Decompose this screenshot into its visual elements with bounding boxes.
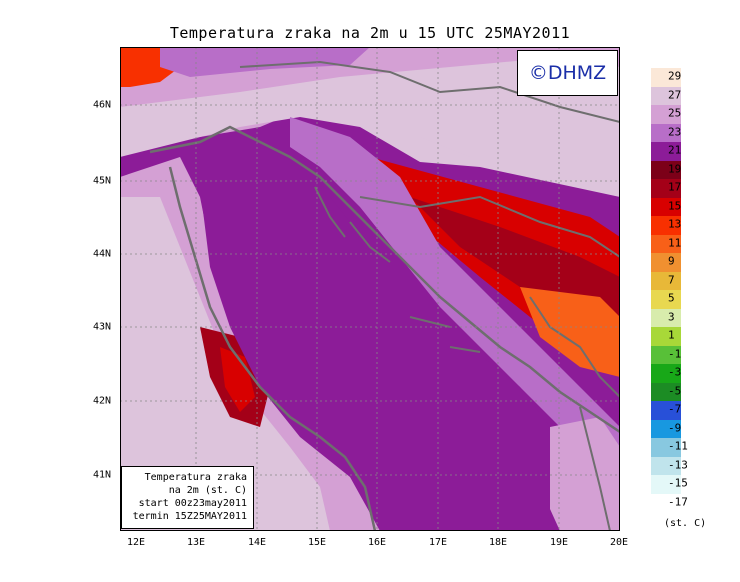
legend-label: 17	[668, 180, 682, 194]
color-legend	[651, 68, 681, 494]
legend-label: 29	[668, 69, 682, 83]
legend-label: -9	[668, 421, 682, 434]
legend-label: 9	[668, 254, 675, 268]
legend-swatch	[651, 216, 681, 235]
info-line-4: termin 15Z25MAY2011	[132, 511, 247, 522]
x-tick-18e: 18E	[488, 537, 508, 548]
legend-swatch	[651, 179, 681, 198]
map-title: Temperatura zraka na 2m u 15 UTC 25MAY20…	[169, 24, 571, 42]
legend-swatch	[651, 142, 681, 161]
legend-swatch	[651, 308, 681, 327]
x-tick-13e: 13E	[186, 537, 206, 548]
x-tick-16e: 16E	[367, 537, 387, 548]
legend-swatch	[651, 123, 681, 142]
x-tick-12e: 12E	[126, 537, 146, 548]
x-tick-19e: 19E	[549, 537, 569, 548]
legend-swatch	[651, 475, 681, 494]
legend-label: 21	[668, 143, 682, 157]
legend-swatch	[651, 419, 681, 438]
pannonian-plain	[380, 67, 620, 187]
x-tick-20e: 20E	[609, 537, 629, 548]
dhmz-credit-box: ©DHMZ	[517, 50, 618, 96]
legend-swatch	[651, 345, 681, 364]
map-gridlines	[120, 47, 620, 531]
legend-label: -15	[668, 476, 688, 490]
legend-label: -11	[668, 439, 688, 453]
national-border	[239, 60, 620, 123]
south-hotspot	[520, 287, 620, 377]
north-warm-band	[160, 47, 370, 77]
legend-label: 7	[668, 273, 675, 286]
legend-swatch	[651, 290, 681, 309]
x-tick-14e: 14E	[247, 537, 267, 548]
legend-label: 19	[668, 162, 682, 175]
info-line-1: Temperatura zraka	[144, 472, 247, 483]
legend-swatch	[651, 364, 681, 383]
legend-swatch	[651, 86, 681, 105]
y-tick-42n: 42N	[93, 395, 112, 407]
temperature-map	[120, 47, 620, 531]
legend-swatch	[651, 438, 681, 457]
legend-swatch	[651, 327, 681, 346]
legend-swatch	[651, 271, 681, 290]
legend-label: 25	[668, 106, 682, 120]
legend-label: 5	[668, 291, 675, 305]
legend-swatch	[651, 253, 681, 272]
legend-label: 15	[668, 199, 682, 212]
legend-label: -1	[668, 347, 682, 360]
y-tick-44n: 44N	[93, 248, 112, 260]
legend-label: -7	[668, 402, 682, 416]
legend-label: -5	[668, 384, 682, 397]
italy-coastline	[168, 166, 377, 531]
legend-swatch	[651, 160, 681, 179]
coastline	[149, 125, 620, 434]
albania-border	[579, 406, 611, 531]
montenegro-border	[529, 296, 620, 398]
legend-label: -3	[668, 365, 682, 379]
legend-label: 3	[668, 310, 675, 323]
legend-label: 27	[668, 88, 682, 101]
y-tick-41n: 41N	[93, 469, 112, 481]
legend-swatch	[651, 68, 681, 87]
legend-swatch	[651, 456, 681, 475]
albania-land	[540, 417, 620, 531]
legend-label: -13	[668, 458, 688, 471]
map-frame	[120, 47, 620, 531]
bosnia-border	[359, 195, 620, 258]
legend-swatch	[651, 105, 681, 124]
legend-swatch	[651, 234, 681, 253]
adriatic-sea	[200, 157, 550, 531]
x-tick-17e: 17E	[428, 537, 448, 548]
y-tick-45n: 45N	[93, 175, 112, 187]
y-tick-46n: 46N	[93, 99, 112, 111]
info-box: Temperatura zraka na 2m (st. C) start 00…	[121, 466, 254, 529]
legend-label: -17	[668, 495, 688, 508]
x-tick-15e: 15E	[307, 537, 327, 548]
info-line-2: na 2m (st. C)	[168, 485, 247, 496]
islands	[314, 186, 481, 353]
y-tick-43n: 43N	[93, 321, 112, 333]
legend-label: 1	[668, 328, 675, 342]
legend-label: 23	[668, 125, 682, 138]
dalmatian-coast	[290, 117, 620, 467]
legend-label: 13	[668, 217, 682, 231]
legend-label: 11	[668, 236, 682, 249]
info-line-3: start 00z23may2011	[138, 498, 247, 509]
legend-swatch	[651, 197, 681, 216]
italy-hot-core	[220, 347, 255, 412]
legend-units: (st. C)	[664, 518, 707, 529]
legend-swatch	[651, 382, 681, 401]
legend-swatch	[651, 401, 681, 420]
